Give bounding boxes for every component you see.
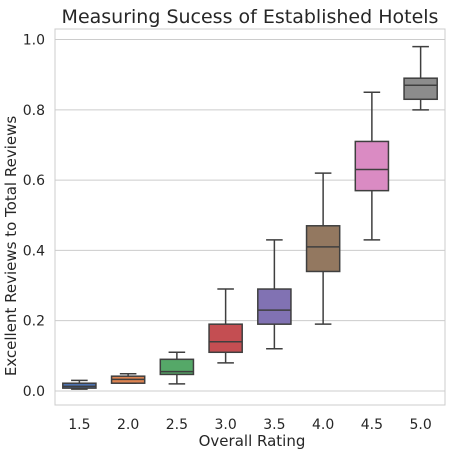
box-iqr: [159, 358, 195, 376]
y-tick-label: 1.0: [23, 33, 45, 49]
y-tick-labels: 0.0 0.2 0.4 0.6 0.8 1.0: [23, 33, 45, 400]
y-axis-label: Excellent Reviews to Total Reviews: [2, 116, 20, 377]
x-tick-label: 2.0: [117, 417, 139, 433]
box-iqr: [305, 225, 341, 273]
x-tick-label: 5.0: [409, 417, 431, 433]
x-tick-label: 3.0: [214, 417, 236, 433]
x-tick-label: 2.5: [166, 417, 188, 433]
grid-lines: [55, 39, 445, 392]
x-tick-labels: 1.5 2.0 2.5 3.0 3.5 4.0 4.5 5.0: [68, 417, 432, 433]
y-tick-label: 0.2: [23, 314, 45, 330]
plot-frame: [54, 28, 446, 406]
boxes: [62, 45, 438, 390]
box-iqr: [257, 288, 292, 325]
box-3.5: [257, 239, 292, 350]
box-2.5: [159, 351, 195, 385]
box-4.5: [354, 91, 390, 241]
box-iqr: [403, 77, 438, 101]
x-tick-label: 1.5: [68, 417, 90, 433]
box-3.0: [208, 288, 243, 364]
x-tick-label: 4.5: [361, 417, 383, 433]
box-iqr: [354, 140, 390, 192]
chart-title: Measuring Sucess of Established Hotels: [62, 6, 439, 28]
y-tick-label: 0.4: [23, 243, 45, 259]
box-1.5: [62, 379, 97, 390]
box-2.0: [110, 372, 146, 384]
box-4.0: [305, 172, 341, 325]
box-iqr: [208, 323, 243, 354]
x-tick-label: 4.0: [312, 417, 334, 433]
y-tick-label: 0.6: [23, 173, 45, 189]
x-axis-label: Overall Rating: [199, 432, 306, 450]
box-5.0: [403, 45, 438, 111]
y-tick-label: 0.8: [23, 103, 45, 119]
y-tick-label: 0.0: [23, 384, 45, 400]
x-tick-label: 3.5: [263, 417, 285, 433]
